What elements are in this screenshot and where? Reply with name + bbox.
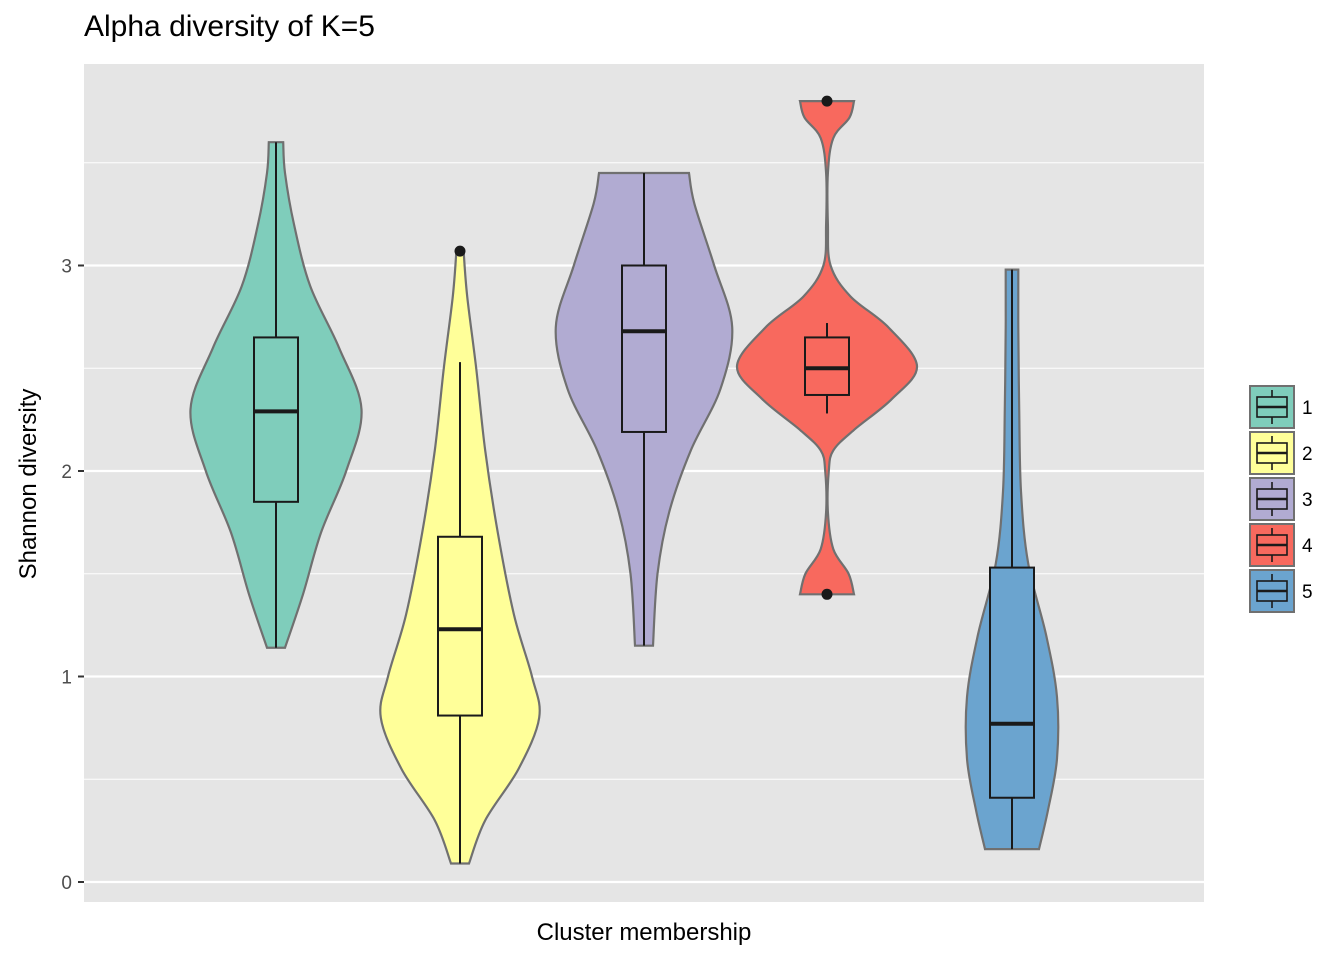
legend-item-2: 2 bbox=[1249, 431, 1313, 475]
legend-item-1: 1 bbox=[1249, 385, 1313, 429]
outlier-point bbox=[454, 245, 466, 257]
legend-item-4: 4 bbox=[1249, 523, 1313, 567]
box-4 bbox=[804, 336, 850, 396]
box-1 bbox=[253, 336, 299, 503]
box-5 bbox=[989, 566, 1035, 799]
violin-group-4 bbox=[735, 95, 919, 600]
legend-label: 1 bbox=[1302, 398, 1313, 419]
legend-label: 4 bbox=[1302, 536, 1313, 557]
box-2 bbox=[437, 535, 483, 717]
y-tick-label: 1 bbox=[61, 668, 72, 689]
violins bbox=[189, 95, 1060, 865]
chart-title: Alpha diversity of K=5 bbox=[84, 10, 375, 43]
y-axis-label: Shannon diversity bbox=[15, 389, 42, 580]
legend-label: 5 bbox=[1302, 582, 1313, 603]
y-tick-label: 2 bbox=[61, 462, 72, 483]
violin-group-1 bbox=[189, 141, 363, 649]
violin-group-3 bbox=[554, 171, 734, 647]
legend-item-3: 3 bbox=[1249, 477, 1313, 521]
legend: 1 2 3 4 5 bbox=[1249, 385, 1313, 613]
outlier-point bbox=[821, 95, 833, 107]
y-axis: 0 1 2 3 bbox=[61, 257, 84, 894]
legend-label: 3 bbox=[1302, 490, 1313, 511]
legend-item-5: 5 bbox=[1249, 569, 1313, 613]
y-tick-label: 3 bbox=[61, 257, 72, 278]
box-3 bbox=[621, 264, 667, 433]
violin-group-2 bbox=[379, 245, 541, 865]
y-tick-label: 0 bbox=[61, 873, 72, 894]
outlier-point bbox=[821, 588, 833, 600]
x-axis-label: Cluster membership bbox=[537, 919, 752, 946]
violin-group-5 bbox=[964, 268, 1060, 851]
legend-label: 2 bbox=[1302, 444, 1313, 465]
